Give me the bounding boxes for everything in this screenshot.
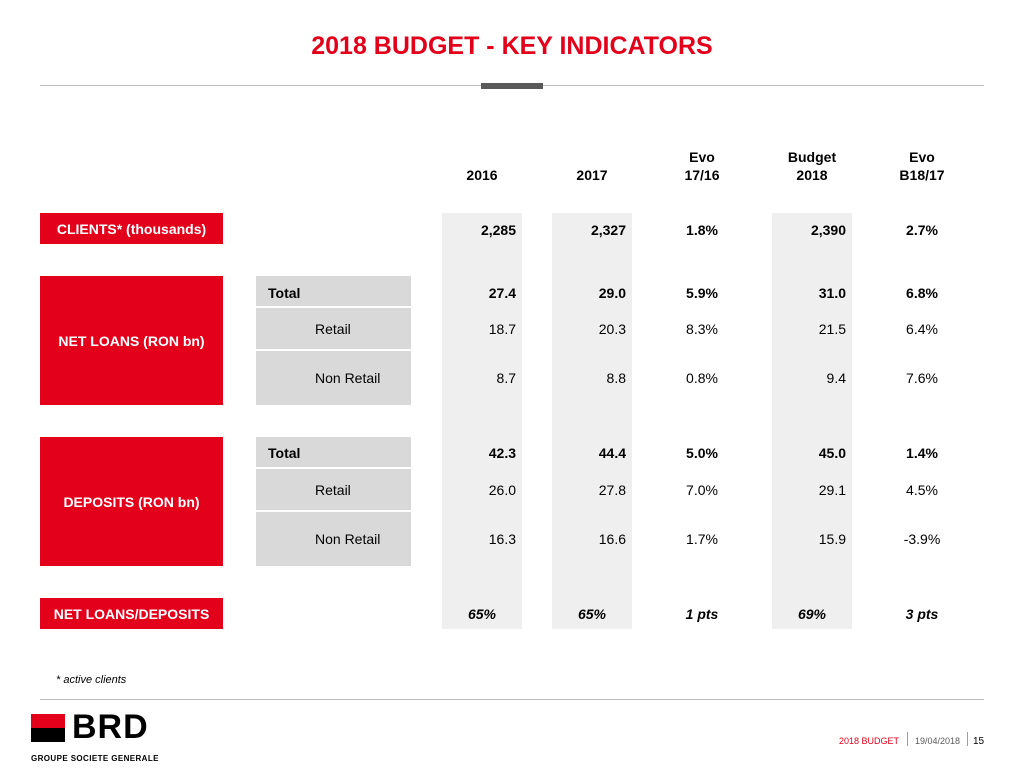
deposits-retail-2017: 27.8: [598, 482, 626, 498]
clients-label: CLIENTS* (thousands): [40, 213, 223, 244]
header-evo-17-16: Evo 17/16: [662, 148, 742, 184]
loans-deposits-evo-b18-17: 3 pts: [905, 606, 939, 622]
footer-date: 19/04/2018: [915, 736, 961, 746]
deposits-nonretail-label: Non Retail: [315, 531, 381, 547]
deposits-total-evo-17-16: 5.0%: [686, 445, 718, 461]
brd-logo-group: GROUPE SOCIETE GENERALE: [31, 754, 159, 763]
header-budget-2018-line2: 2018: [796, 167, 828, 183]
deposits-total-2016: 42.3: [488, 445, 516, 461]
deposits-divider-1: [256, 467, 411, 469]
net-loans-retail-evo-17-16: 8.3%: [686, 321, 718, 337]
deposits-retail-label: Retail: [315, 482, 351, 498]
net-loans-total-evo-17-16: 5.9%: [686, 285, 718, 301]
header-evo-17-16-line2: 17/16: [684, 167, 720, 183]
net-loans-nonretail-evo-b18-17: 7.6%: [906, 370, 938, 386]
footer-separator-2: [967, 732, 968, 746]
deposits-nonretail-2017: 16.6: [598, 531, 626, 547]
clients-evo-b18-17: 2.7%: [906, 222, 938, 238]
deposits-nonretail-2016: 16.3: [488, 531, 516, 547]
title-divider-accent: [481, 83, 543, 89]
net-loans-retail-2016: 18.7: [488, 321, 516, 337]
net-loans-retail-label: Retail: [315, 321, 351, 337]
header-evo-b18-17: Evo B18/17: [882, 148, 962, 184]
deposits-retail-2016: 26.0: [488, 482, 516, 498]
brd-logo-text: BRD: [72, 708, 149, 746]
header-evo-17-16-line1: Evo: [689, 149, 715, 165]
net-loans-divider-2: [256, 349, 411, 351]
clients-evo-17-16: 1.8%: [686, 222, 718, 238]
net-loans-total-2016: 27.4: [488, 285, 516, 301]
loans-deposits-budget-2018: 69%: [797, 606, 827, 622]
net-loans-nonretail-label: Non Retail: [315, 370, 381, 386]
net-loans-retail-evo-b18-17: 6.4%: [906, 321, 938, 337]
header-evo-b18-17-line2: B18/17: [899, 167, 945, 183]
deposits-label: DEPOSITS (RON bn): [40, 437, 223, 566]
deposits-nonretail-evo-b18-17: -3.9%: [903, 531, 941, 547]
column-2016-shade: [442, 213, 522, 629]
loans-deposits-label: NET LOANS/DEPOSITS: [40, 598, 223, 629]
net-loans-total-budget-2018: 31.0: [818, 285, 846, 301]
clients-2016: 2,285: [480, 222, 516, 238]
clients-2017: 2,327: [590, 222, 626, 238]
footer-label: 2018 BUDGET: [839, 736, 900, 746]
page-title: 2018 BUDGET - KEY INDICATORS: [311, 32, 713, 60]
loans-deposits-2017: 65%: [577, 606, 607, 622]
deposits-total-evo-b18-17: 1.4%: [906, 445, 938, 461]
net-loans-nonretail-2017: 8.8: [606, 370, 626, 386]
clients-budget-2018: 2,390: [810, 222, 846, 238]
loans-deposits-2016: 65%: [467, 606, 497, 622]
deposits-sublabel-block: [256, 437, 411, 566]
page-number: 15: [973, 736, 985, 747]
deposits-retail-budget-2018: 29.1: [818, 482, 846, 498]
footer-separator-1: [907, 732, 908, 746]
footnote: * active clients: [56, 674, 127, 686]
net-loans-retail-budget-2018: 21.5: [818, 321, 846, 337]
loans-deposits-evo-17-16: 1 pts: [685, 606, 719, 622]
deposits-divider-2: [256, 510, 411, 512]
net-loans-sublabel-block: [256, 276, 411, 405]
net-loans-total-2017: 29.0: [598, 285, 626, 301]
header-2016: 2016: [466, 167, 498, 183]
net-loans-retail-2017: 20.3: [598, 321, 626, 337]
deposits-total-2017: 44.4: [598, 445, 626, 461]
net-loans-nonretail-budget-2018: 9.4: [826, 370, 846, 386]
net-loans-total-evo-b18-17: 6.8%: [906, 285, 938, 301]
column-budget-2018-shade: [772, 213, 852, 629]
deposits-retail-evo-17-16: 7.0%: [686, 482, 718, 498]
column-2017-shade: [552, 213, 632, 629]
brd-logo-black-square: [31, 728, 65, 742]
deposits-retail-evo-b18-17: 4.5%: [906, 482, 938, 498]
header-budget-2018-line1: Budget: [787, 149, 837, 165]
footer-divider: [40, 699, 984, 700]
brd-logo-red-square: [31, 714, 65, 728]
net-loans-label: NET LOANS (RON bn): [40, 276, 223, 405]
net-loans-total-label: Total: [268, 285, 301, 301]
deposits-nonretail-evo-17-16: 1.7%: [686, 531, 718, 547]
header-2017: 2017: [576, 167, 608, 183]
deposits-total-label: Total: [268, 445, 301, 461]
header-budget-2018: Budget 2018: [772, 148, 852, 184]
header-evo-b18-17-line1: Evo: [909, 149, 935, 165]
deposits-total-budget-2018: 45.0: [818, 445, 846, 461]
deposits-nonretail-budget-2018: 15.9: [818, 531, 846, 547]
net-loans-divider-1: [256, 306, 411, 308]
net-loans-nonretail-2016: 8.7: [496, 370, 516, 386]
net-loans-nonretail-evo-17-16: 0.8%: [686, 370, 718, 386]
